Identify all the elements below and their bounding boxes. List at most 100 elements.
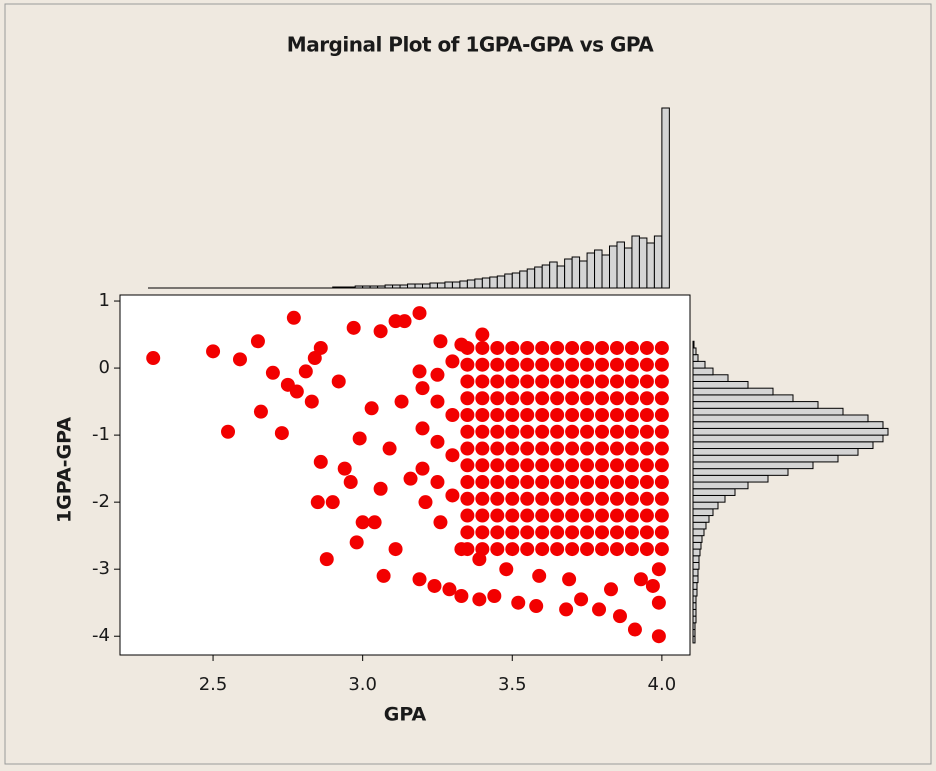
point [445,488,460,503]
point [433,515,448,530]
histogram-bar [692,561,700,570]
histogram-bar [692,555,700,563]
point [654,340,669,355]
point [460,525,475,540]
point [624,408,639,422]
point [565,491,580,506]
point [221,424,236,439]
y-tick-label: -4 [92,625,110,646]
histogram-bar [692,421,884,429]
point [520,458,535,473]
point [418,495,433,510]
point [460,357,475,372]
point [460,508,475,523]
point [304,394,319,409]
point [520,475,535,490]
histogram-bar [631,235,640,289]
point [654,458,669,473]
histogram-bar [692,622,696,631]
point [337,461,352,476]
point [454,589,469,604]
point [388,542,403,557]
point [609,408,624,422]
histogram-bar [474,278,483,289]
point [535,542,550,557]
point [654,525,669,540]
histogram-bar [489,276,498,289]
point [609,357,624,372]
point [580,357,595,372]
point [550,374,565,389]
point [460,542,475,557]
point [580,391,595,406]
point [609,458,624,473]
point [535,340,550,355]
point [580,441,595,456]
y-tick-label: 0 [99,357,110,378]
histogram-bar [609,245,618,289]
point [520,491,535,506]
histogram-bar [692,541,702,550]
histogram-bar [692,360,706,369]
point [475,327,490,342]
point [472,592,487,607]
point [505,408,520,422]
point [627,622,642,637]
point [550,458,565,473]
point [580,458,595,473]
point [633,572,648,587]
point [550,408,565,422]
histogram-bar [586,252,596,289]
point [580,374,595,389]
point [511,595,526,610]
point [595,424,610,439]
histogram-bar [429,282,438,289]
x-tick-label: 2.5 [199,674,228,695]
point [580,525,595,540]
point [654,491,669,506]
histogram-bar [692,588,698,597]
point [460,424,475,439]
point [460,441,475,456]
point [475,458,490,473]
point [565,542,580,557]
point [609,491,624,506]
histogram-bar [692,367,714,376]
histogram-bar [579,260,588,289]
point [505,357,520,372]
point [520,525,535,540]
point [654,441,669,456]
chart-title: Marginal Plot of 1GPA-GPA vs GPA [287,33,654,57]
point [580,508,595,523]
point [535,391,550,406]
histogram-bar [692,461,814,470]
histogram-bar [451,281,461,289]
point [490,475,505,490]
point [624,475,639,490]
point [595,525,610,540]
point [490,458,505,473]
histogram-bar [692,340,695,349]
histogram-bar [692,448,859,456]
point [412,572,427,587]
histogram-bar [692,427,889,436]
point [460,374,475,389]
histogram-bar [616,241,625,289]
point [565,458,580,473]
point [604,582,619,597]
histogram-bar [692,347,697,356]
histogram-bar [692,595,697,604]
point [490,491,505,506]
point [654,357,669,372]
point [654,374,669,389]
point [532,568,547,583]
point [639,424,654,439]
histogram-bar [692,629,696,637]
point [535,357,550,372]
histogram-bar [519,270,528,289]
point [562,572,577,587]
point [639,508,654,523]
histogram-bar [692,488,736,496]
point [520,542,535,557]
